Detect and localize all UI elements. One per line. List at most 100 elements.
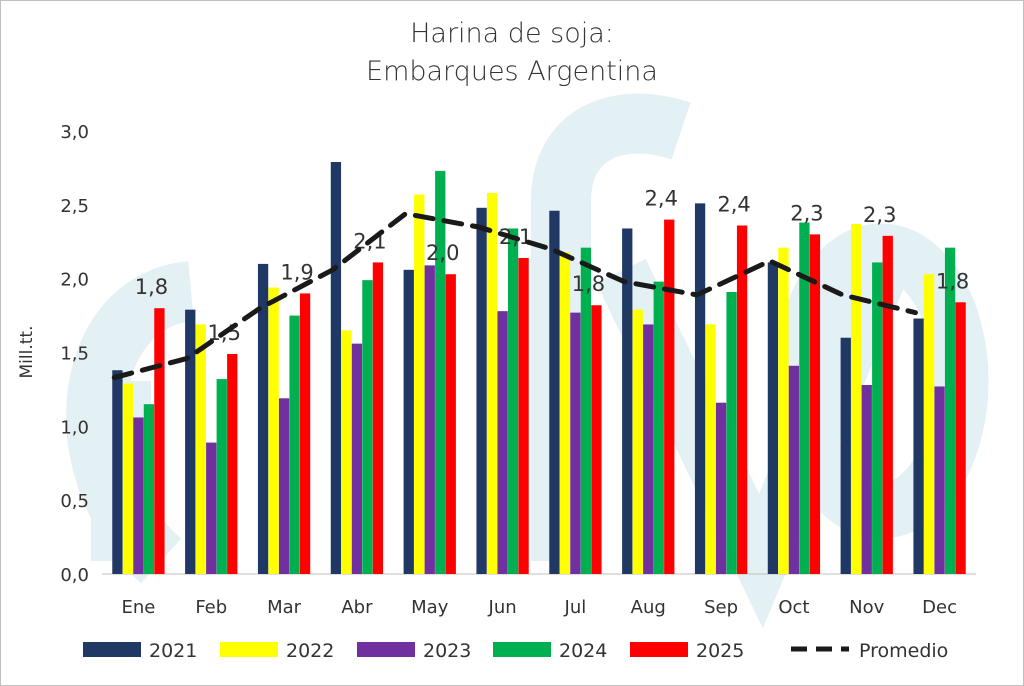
promedio-line [111, 211, 918, 381]
bar-2024-Aug [653, 281, 664, 574]
bar-2025-Sep [736, 225, 748, 575]
bar-2024-Ene [143, 404, 155, 574]
bar-2025-Abr [372, 262, 384, 574]
bar-2021-Oct [767, 262, 779, 574]
bar-2022-Oct [778, 247, 789, 574]
bar-2022-Jul [559, 252, 571, 574]
bar-2022-Mar [268, 287, 279, 574]
bar-2024-Jun [507, 228, 519, 574]
x-tick-label: Jun [488, 597, 517, 618]
bar-2025-Jun [518, 257, 529, 574]
bar-2022-Feb [195, 324, 206, 574]
y-tick-label: 0,0 [60, 565, 89, 586]
bar-2022-Nov [851, 224, 862, 574]
bar-2024-Feb [216, 379, 227, 574]
bar-2023-Abr [351, 343, 363, 574]
bar-2024-Jul [580, 247, 592, 574]
legend-label: 2023 [423, 640, 471, 662]
bar-2025-Aug [664, 219, 675, 574]
y-tick-label: 2,5 [60, 196, 89, 217]
bar-2025-Mar [299, 293, 311, 574]
data-label: 1,8 [572, 272, 605, 296]
data-label: 2,4 [645, 187, 678, 211]
bar-2021-Ene [112, 370, 123, 574]
x-tick-label: Aug [631, 597, 666, 618]
bar-2023-Nov [861, 384, 872, 574]
bar-2023-Mar [278, 398, 290, 574]
bar-2025-Dec [955, 302, 966, 574]
y-tick-label: 3,0 [60, 122, 89, 143]
bar-2023-Dec [934, 386, 945, 574]
bar-2025-Ene [154, 308, 165, 574]
bar-2022-Dec [923, 274, 935, 574]
bar-2023-May [424, 265, 435, 574]
bar-2021-Jul [549, 210, 560, 575]
bar-2023-Ene [133, 417, 144, 574]
y-tick-label: 1,0 [60, 417, 89, 438]
x-tick-label: Ene [121, 597, 155, 618]
watermark-shape-1 [66, 261, 196, 584]
bar-2022-May [414, 194, 425, 574]
x-tick-label: Dec [922, 597, 957, 618]
bar-2022-Abr [341, 330, 352, 574]
data-label: 2,0 [426, 241, 459, 265]
data-label: 1,8 [936, 269, 969, 293]
bar-2025-Feb [227, 353, 238, 574]
y-tick-label: 0,5 [60, 491, 89, 512]
bar-2021-Nov [840, 337, 851, 574]
legend-label: 2021 [149, 640, 197, 662]
x-tick-label: Jul [564, 597, 587, 618]
bar-2021-Dec [913, 318, 924, 574]
chart-title-line-1: Harina de soja: [410, 18, 614, 49]
y-tick-label: 1,5 [60, 344, 89, 365]
data-label: 2,3 [790, 201, 823, 225]
legend-label: Promedio [859, 640, 948, 662]
data-label: 2,3 [863, 203, 896, 227]
legend-label: 2024 [559, 640, 607, 662]
bar-2023-Jul [570, 312, 581, 574]
data-label: 2,4 [717, 193, 750, 217]
bar-2022-Ene [122, 383, 134, 574]
bar-2023-Oct [788, 365, 800, 574]
watermark-shape-2 [531, 93, 691, 561]
bar-2021-Sep [694, 203, 706, 574]
x-tick-label: Mar [267, 597, 302, 618]
bar-2021-Jun [476, 207, 487, 574]
bar-2021-Feb [185, 309, 196, 574]
x-tick-label: Abr [341, 597, 373, 618]
bar-2024-Mar [289, 315, 300, 574]
bar-2022-Sep [705, 324, 716, 574]
x-tick-label: Feb [195, 597, 227, 618]
bar-2025-May [445, 274, 456, 574]
bar-2025-Jul [591, 305, 602, 574]
bar-2024-Oct [799, 222, 810, 574]
bar-2025-Nov [882, 235, 893, 575]
legend-label: 2022 [286, 640, 334, 662]
legend-swatch-2023 [357, 642, 415, 657]
chart-title-line-2: Embarques Argentina [366, 56, 658, 87]
legend-swatch-2024 [493, 642, 551, 657]
bar-2021-May [403, 269, 414, 574]
x-tick-label: Sep [704, 597, 738, 618]
legend-swatch-2021 [83, 642, 141, 657]
bar-2021-Abr [330, 162, 342, 574]
bar-2024-May [435, 170, 446, 574]
bar-2022-Jun [486, 193, 498, 574]
y-axis-label: Mill.tt. [17, 326, 37, 379]
legend-swatch-2025 [630, 642, 688, 657]
x-tick-label: May [411, 597, 449, 618]
bar-2024-Dec [944, 247, 956, 574]
legend-swatch-2022 [220, 642, 278, 657]
bar-2023-Jun [497, 311, 508, 574]
bar-2024-Sep [726, 291, 737, 574]
x-tick-label: Nov [849, 597, 884, 618]
bar-2023-Aug [643, 324, 654, 574]
bar-2021-Aug [622, 228, 633, 574]
bar-2024-Nov [872, 262, 883, 574]
legend-label: 2025 [696, 640, 744, 662]
x-tick-label: Oct [778, 597, 809, 618]
bar-2023-Sep [715, 402, 727, 574]
bar-2025-Oct [809, 234, 821, 574]
